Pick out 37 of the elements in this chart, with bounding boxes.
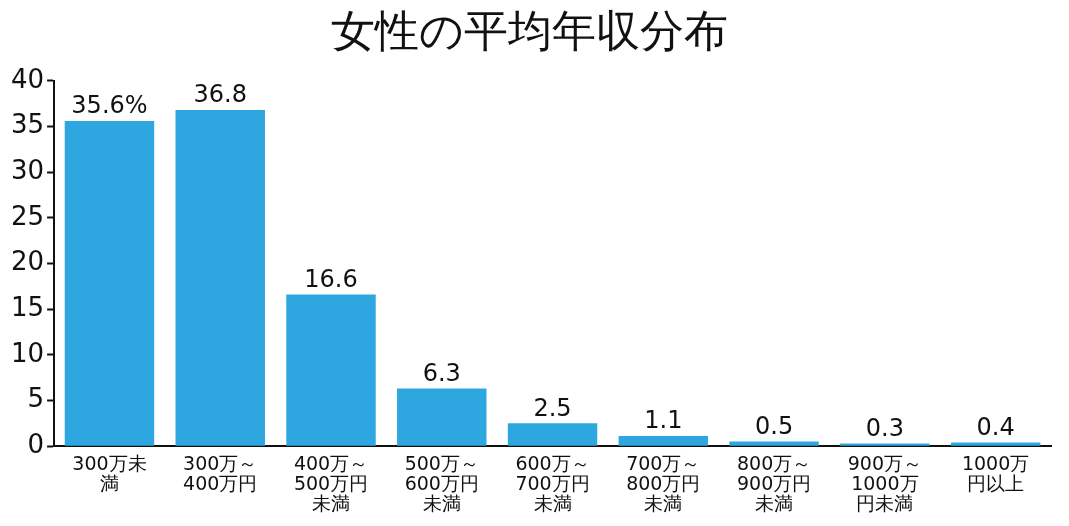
x-tick-label: 1000万円以上 (961, 452, 1030, 495)
y-tick-label: 15 (10, 291, 45, 322)
data-label: 36.8 (193, 80, 247, 109)
data-label: 2.5 (533, 393, 572, 422)
chart-title: 女性の平均年収分布 (331, 4, 728, 56)
data-label: 0.3 (865, 413, 904, 442)
x-tick-label: 900万～1000万円未満 (847, 452, 922, 514)
data-label: 16.6 (304, 264, 358, 293)
bar (840, 443, 930, 446)
x-tick-label: 300万未満 (72, 452, 147, 495)
data-label: 0.4 (976, 412, 1015, 441)
bar (618, 436, 709, 446)
bar (286, 294, 376, 446)
x-tick-label: 700万～800万円未満 (626, 452, 701, 514)
y-tick-label: 25 (10, 200, 45, 231)
y-tick-label: 5 (27, 383, 45, 414)
data-label: 6.3 (422, 358, 461, 387)
x-tick-label: 300万～400万円 (183, 452, 258, 495)
bar (950, 442, 1041, 446)
bar (64, 120, 155, 446)
data-label: 0.5 (754, 411, 794, 440)
bar (397, 388, 487, 446)
x-tick-label: 400万～500万円未満 (293, 452, 369, 514)
bar (507, 423, 598, 446)
x-tick-label: 800万～900万円未満 (736, 452, 812, 514)
bar (729, 441, 819, 446)
x-tick-label: 600万～700万円未満 (515, 452, 590, 514)
bar (175, 110, 265, 446)
data-label: 35.6% (71, 91, 148, 120)
y-tick-label: 35 (10, 109, 45, 140)
y-tick-label: 20 (10, 246, 45, 277)
data-label: 1.1 (644, 406, 683, 435)
x-tick-label: 500万～600万円未満 (404, 452, 479, 514)
y-tick-label: 30 (10, 154, 45, 185)
y-tick-label: 10 (10, 337, 45, 368)
y-tick-label: 40 (10, 63, 45, 94)
y-tick-label: 0 (27, 428, 45, 459)
